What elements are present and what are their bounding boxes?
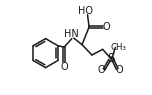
Text: S: S: [107, 52, 114, 65]
Text: HN: HN: [64, 29, 79, 39]
Text: HO: HO: [78, 6, 93, 16]
Text: O: O: [98, 65, 105, 75]
Text: O: O: [102, 22, 110, 32]
Text: CH₃: CH₃: [110, 44, 126, 52]
Text: O: O: [116, 65, 123, 75]
Text: O: O: [61, 62, 69, 72]
